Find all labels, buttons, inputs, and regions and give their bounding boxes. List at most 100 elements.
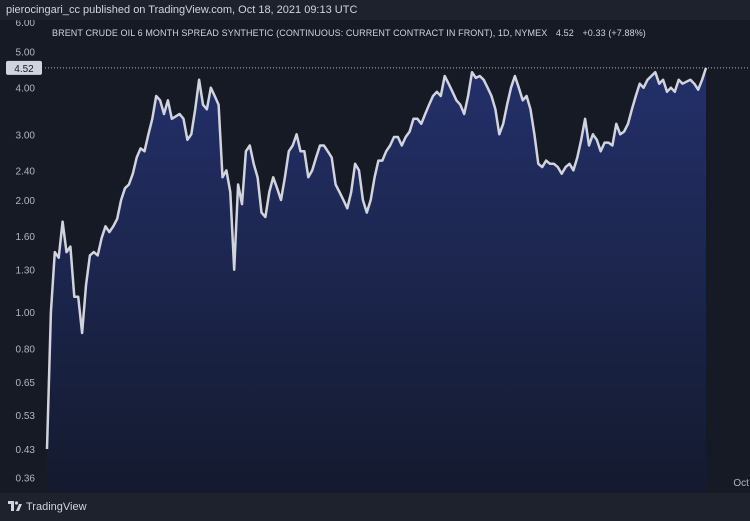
data-point xyxy=(631,108,633,110)
data-point xyxy=(639,83,641,85)
data-point xyxy=(650,75,652,77)
brand-name[interactable]: TradingView xyxy=(26,501,87,513)
y-tick-label: 2.00 xyxy=(16,196,36,207)
data-point xyxy=(272,176,274,178)
data-point xyxy=(116,218,118,220)
last-price-tag-label: 4.52 xyxy=(14,64,34,75)
data-point xyxy=(331,157,333,159)
y-tick-label: 0.80 xyxy=(16,344,36,355)
data-point xyxy=(354,163,356,165)
data-point xyxy=(397,136,399,138)
y-tick-label: 0.43 xyxy=(16,445,36,456)
data-point xyxy=(202,104,204,106)
data-point xyxy=(436,91,438,93)
y-tick-label: 4.00 xyxy=(16,84,36,95)
data-point xyxy=(615,123,617,125)
data-point xyxy=(432,95,434,97)
data-point xyxy=(510,87,512,89)
data-point xyxy=(385,150,387,152)
data-point xyxy=(167,99,169,101)
area-fill xyxy=(47,67,706,493)
data-point xyxy=(545,160,547,162)
data-point xyxy=(643,87,645,89)
data-point xyxy=(50,311,52,313)
publisher-line: pierocingari_cc published on TradingView… xyxy=(6,4,358,16)
data-point xyxy=(105,225,107,227)
last-price-tag-box xyxy=(6,60,42,75)
data-point xyxy=(276,187,278,189)
data-point xyxy=(553,163,555,165)
y-tick-label: 5.00 xyxy=(16,48,36,59)
data-point xyxy=(147,133,149,135)
data-point xyxy=(144,150,146,152)
data-point xyxy=(401,145,403,147)
data-point xyxy=(693,83,695,85)
data-point xyxy=(654,71,656,73)
data-point xyxy=(608,142,610,144)
data-point xyxy=(526,95,528,97)
data-point xyxy=(97,254,99,256)
data-point xyxy=(662,79,664,81)
footer: TradingView xyxy=(0,493,750,521)
y-tick-label: 1.00 xyxy=(16,308,36,319)
data-point xyxy=(697,89,699,91)
data-point xyxy=(463,113,465,115)
data-point xyxy=(588,145,590,147)
data-point xyxy=(592,133,594,135)
data-point xyxy=(584,118,586,120)
data-point xyxy=(358,169,360,171)
data-point xyxy=(112,225,114,227)
y-tick-label: 1.60 xyxy=(16,232,36,243)
data-point xyxy=(487,87,489,89)
data-point xyxy=(366,212,368,214)
data-point xyxy=(288,150,290,152)
data-point xyxy=(619,133,621,135)
data-point xyxy=(77,296,79,298)
data-point xyxy=(124,187,126,189)
data-point xyxy=(120,199,122,201)
data-point xyxy=(307,176,309,178)
data-point xyxy=(522,99,524,101)
data-point xyxy=(183,118,185,120)
data-point xyxy=(604,142,606,144)
data-point xyxy=(444,75,446,77)
data-point xyxy=(300,150,302,152)
y-tick-label: 0.53 xyxy=(16,411,36,422)
y-tick-label: 0.36 xyxy=(16,474,36,485)
data-point xyxy=(576,157,578,159)
data-point xyxy=(670,87,672,89)
data-point xyxy=(572,169,574,171)
data-point xyxy=(229,191,231,193)
price-chart[interactable]: 6.00 5.00 4.00 3.00 2.40 2.00 1.60 1.30 1.00 0.80… xyxy=(0,20,750,493)
data-point xyxy=(210,87,212,89)
data-point xyxy=(175,115,177,117)
data-point xyxy=(214,95,216,97)
data-point xyxy=(413,118,415,120)
data-point xyxy=(222,176,224,178)
data-point xyxy=(58,257,60,259)
data-point xyxy=(253,163,255,165)
data-point xyxy=(218,104,220,106)
data-point xyxy=(136,157,138,159)
data-point xyxy=(623,131,625,133)
data-point xyxy=(268,191,270,193)
symbol-info: BRENT CRUDE OIL 6 MONTH SPREAD SYNTHETIC… xyxy=(52,28,646,38)
data-point xyxy=(198,79,200,81)
data-point xyxy=(132,173,134,175)
data-point xyxy=(159,99,161,101)
data-point xyxy=(101,237,103,239)
data-point xyxy=(549,163,551,165)
data-point xyxy=(261,212,263,214)
data-point xyxy=(405,136,407,138)
data-point xyxy=(479,75,481,77)
data-point xyxy=(557,166,559,168)
data-point xyxy=(682,83,684,85)
data-point xyxy=(323,145,325,147)
data-point xyxy=(108,231,110,233)
data-point xyxy=(627,123,629,125)
data-point xyxy=(530,108,532,110)
data-point xyxy=(416,118,418,120)
data-point xyxy=(467,95,469,97)
data-point xyxy=(249,145,251,147)
data-point xyxy=(179,113,181,115)
